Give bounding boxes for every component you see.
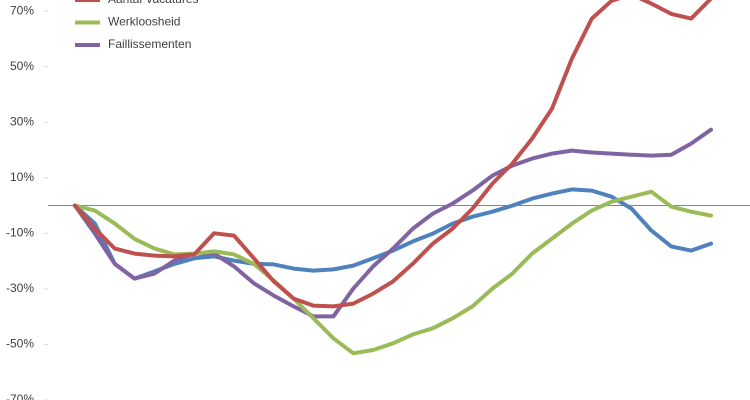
legend-label: Aantal Vacatures	[108, 0, 199, 6]
y-tick-label: -30%	[6, 281, 34, 295]
y-tick-label: -10%	[6, 226, 34, 240]
y-tick-label: -70%	[6, 392, 34, 400]
y-tick-label: 10%	[10, 170, 34, 184]
y-tick-label: 70%	[10, 3, 34, 17]
series-line	[73, 127, 713, 319]
y-tick-label: -50%	[6, 337, 34, 351]
legend-label: Faillissementen	[108, 37, 191, 51]
y-tick-label: 50%	[10, 59, 34, 73]
legend-label: Werkloosheid	[108, 15, 180, 29]
y-tick-label: 30%	[10, 114, 34, 128]
series-line	[73, 189, 713, 356]
series-line	[73, 0, 713, 309]
